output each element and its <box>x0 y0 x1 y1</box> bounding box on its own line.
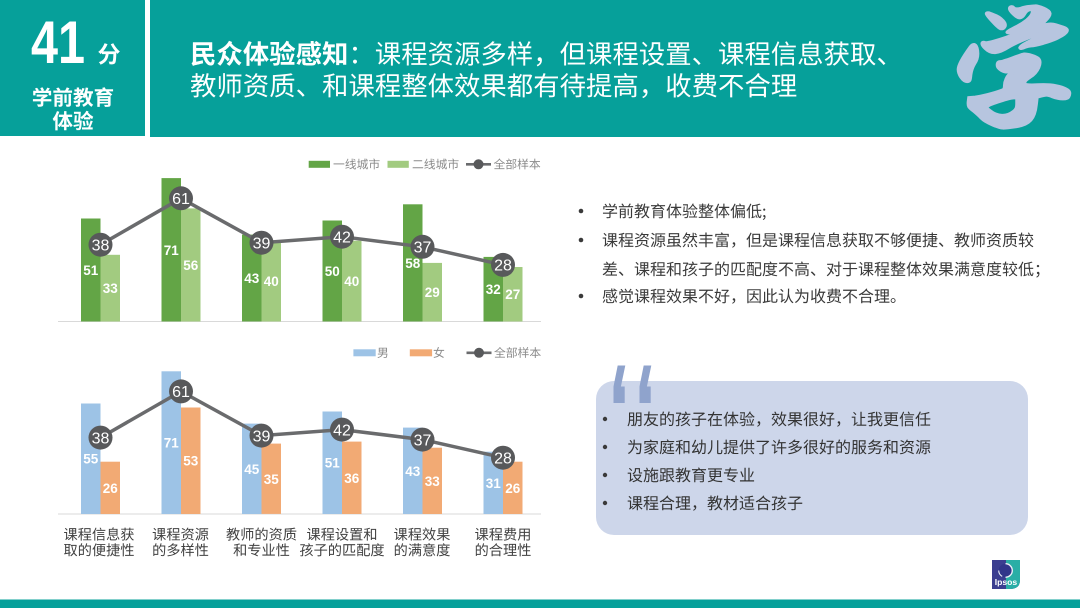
svg-text:36: 36 <box>344 471 360 486</box>
svg-text:53: 53 <box>183 454 199 469</box>
svg-text:27: 27 <box>505 287 520 302</box>
svg-text:61: 61 <box>172 191 190 208</box>
svg-text:61: 61 <box>172 384 190 401</box>
svg-text:33: 33 <box>425 474 441 489</box>
svg-text:33: 33 <box>103 281 119 296</box>
svg-text:45: 45 <box>244 462 260 477</box>
svg-text:38: 38 <box>92 238 110 255</box>
svg-text:28: 28 <box>494 451 512 468</box>
svg-text:55: 55 <box>83 452 99 467</box>
svg-text:Ipsos: Ipsos <box>995 577 1018 587</box>
svg-text:42: 42 <box>333 422 351 439</box>
svg-text:26: 26 <box>103 481 119 496</box>
svg-text:43: 43 <box>244 271 260 286</box>
svg-text:28: 28 <box>494 258 512 275</box>
svg-text:29: 29 <box>425 285 440 300</box>
svg-text:26: 26 <box>505 481 521 496</box>
svg-text:51: 51 <box>83 263 99 278</box>
svg-text:51: 51 <box>325 456 341 471</box>
svg-text:40: 40 <box>264 274 279 289</box>
svg-text:71: 71 <box>164 243 180 258</box>
svg-text:39: 39 <box>253 428 271 445</box>
svg-text:35: 35 <box>264 472 280 487</box>
svg-text:32: 32 <box>486 282 501 297</box>
svg-text:31: 31 <box>486 476 502 491</box>
svg-text:71: 71 <box>164 436 180 451</box>
svg-text:39: 39 <box>253 236 271 253</box>
svg-text:40: 40 <box>344 274 359 289</box>
svg-text:43: 43 <box>405 464 421 479</box>
svg-text:56: 56 <box>183 258 199 273</box>
svg-text:37: 37 <box>414 240 432 257</box>
svg-text:37: 37 <box>414 432 432 449</box>
svg-text:41: 41 <box>31 9 85 76</box>
svg-text:42: 42 <box>333 229 351 246</box>
svg-text:38: 38 <box>92 430 110 447</box>
svg-text:58: 58 <box>405 256 421 271</box>
svg-text:50: 50 <box>325 264 340 279</box>
